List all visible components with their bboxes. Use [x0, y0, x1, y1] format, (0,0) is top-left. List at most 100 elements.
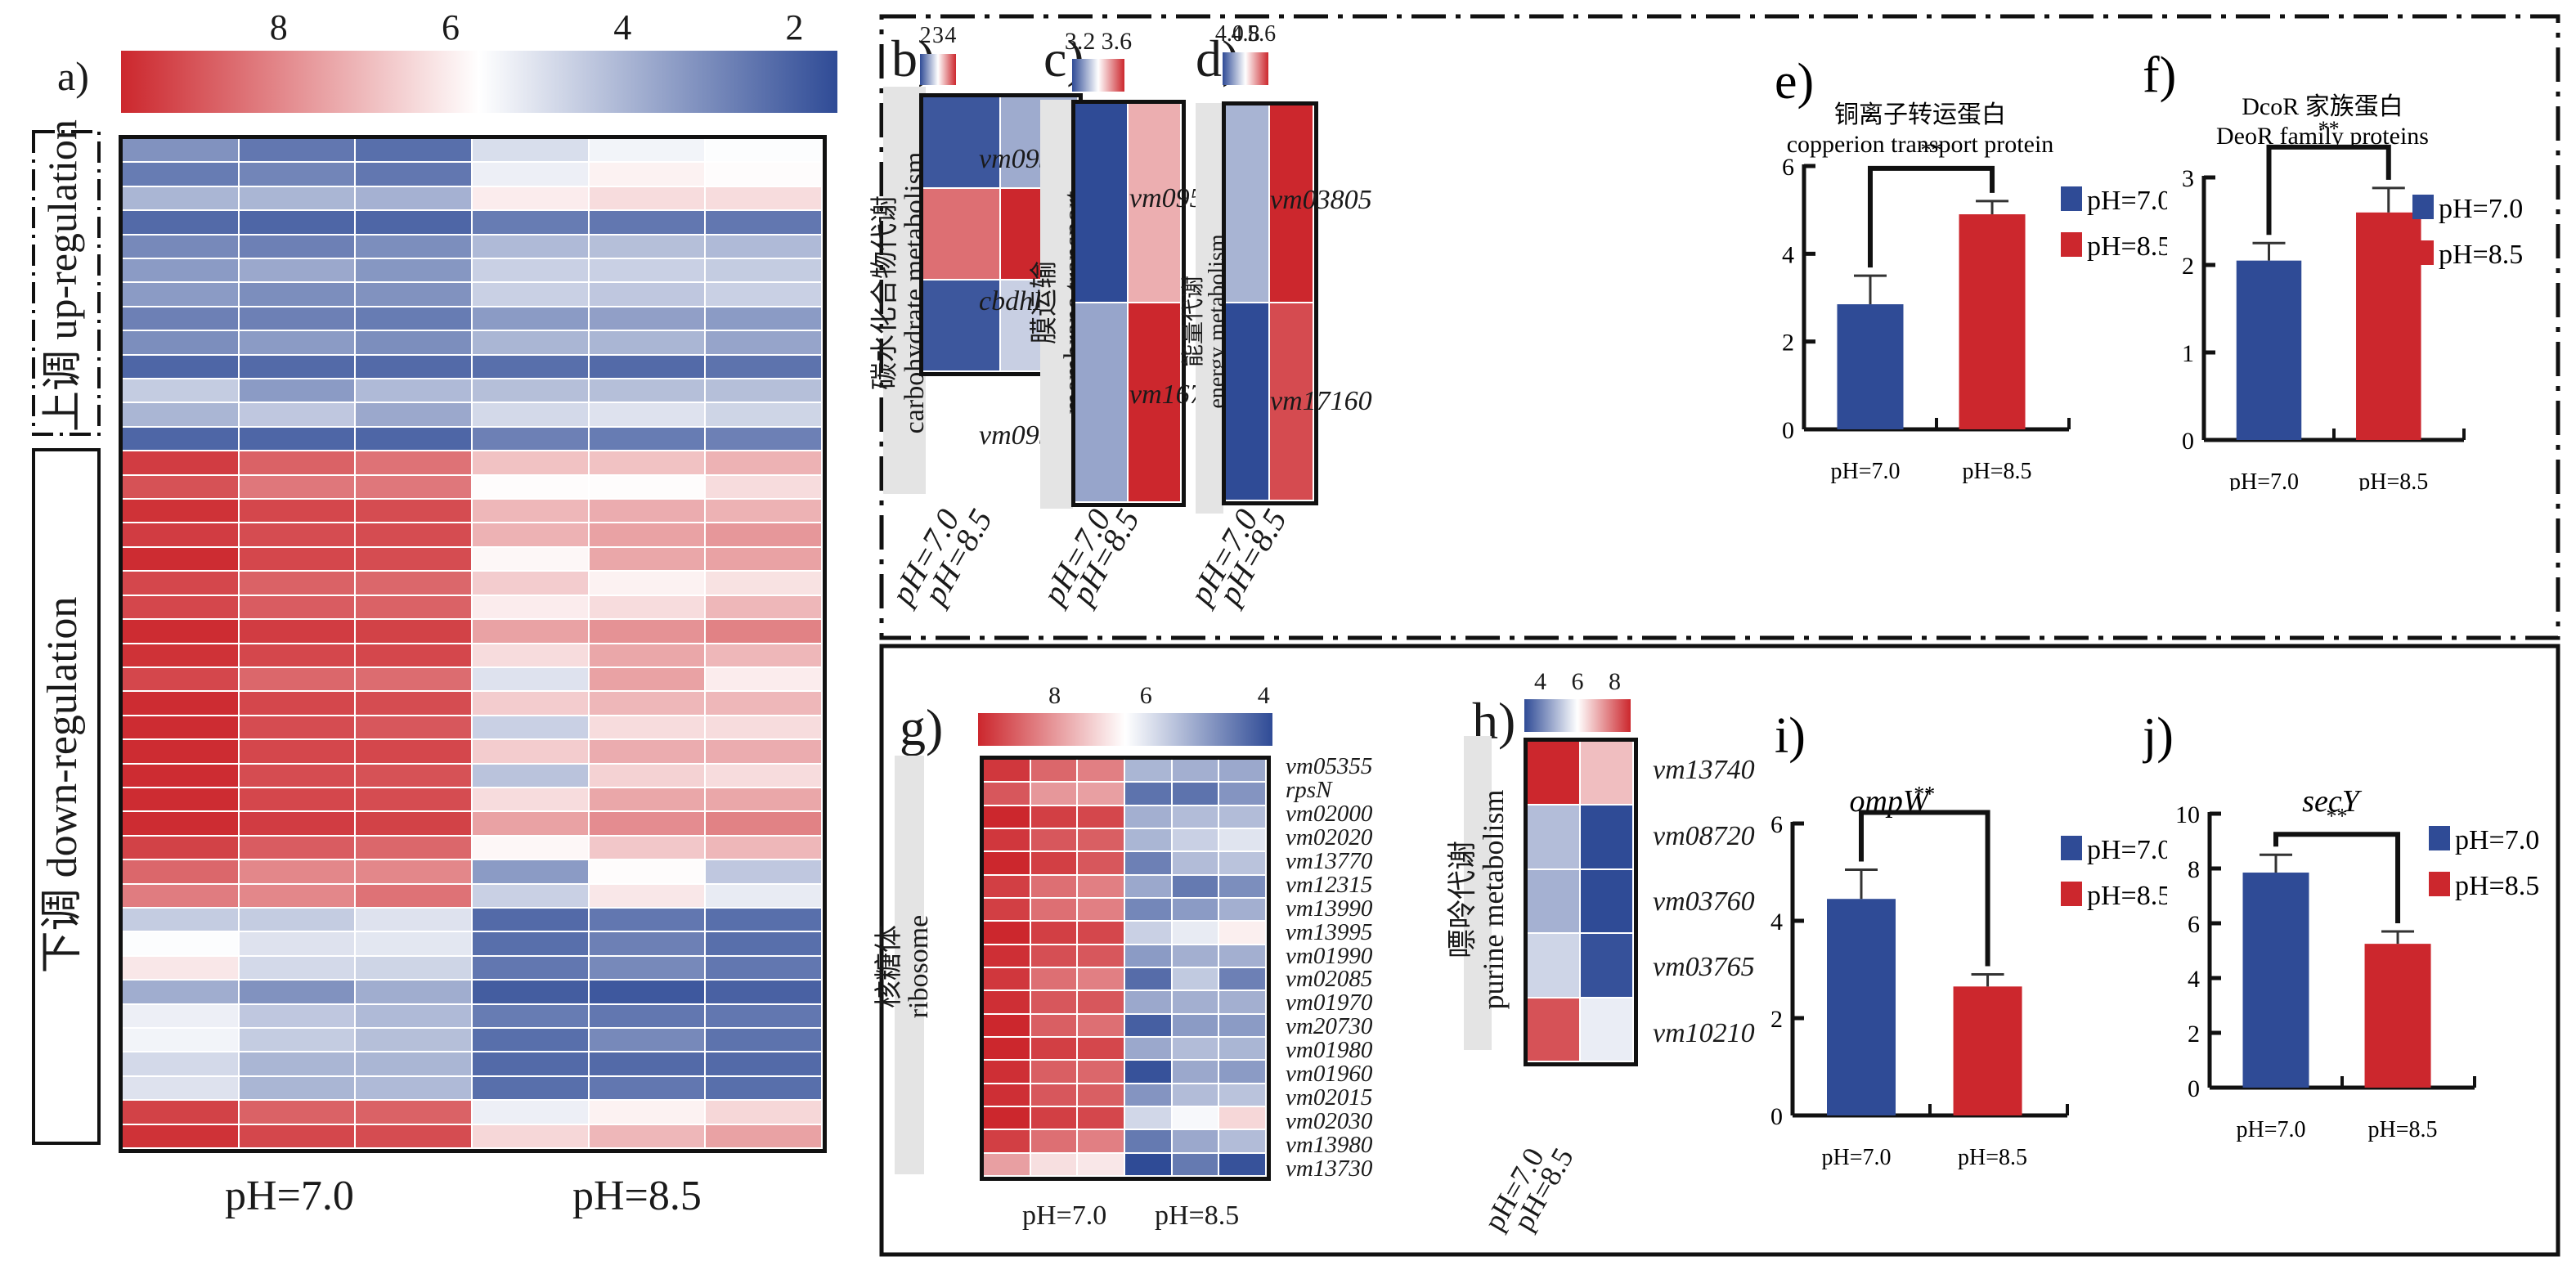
heatmap-cell [356, 716, 473, 741]
heatmap-cell [984, 1014, 1031, 1038]
heatmap-cell [239, 355, 357, 380]
heatmap-cell [1125, 922, 1173, 945]
heatmap-cell [589, 764, 707, 788]
heatmap-cell [706, 307, 823, 332]
panel-b-category-bar [883, 87, 926, 494]
gene-label: vm02020 [1286, 824, 1373, 851]
heatmap-cell [984, 1084, 1031, 1107]
heatmap-cell [473, 836, 590, 861]
y-tick-label: 0 [1770, 1103, 1783, 1130]
heatmap-cell [1172, 783, 1220, 806]
heatmap-cell [589, 932, 707, 957]
heatmap-cell [123, 1052, 240, 1077]
significance-label: ** [2327, 804, 2348, 828]
panel-g-category-bar [895, 756, 924, 1174]
heatmap-cell [589, 283, 707, 307]
panel-letter: i) [1775, 708, 1806, 764]
y-tick-label: 2 [1770, 1006, 1783, 1033]
heatmap-cell [239, 932, 357, 957]
significance-bracket [1868, 165, 1995, 268]
heatmap-cell [1172, 899, 1220, 922]
heatmap-cell [473, 307, 590, 332]
heatmap-cell [123, 667, 240, 693]
heatmap-cell [123, 932, 240, 957]
heatmap-cell [239, 981, 357, 1005]
significance-label: ** [1914, 783, 1935, 806]
heatmap-cell [473, 740, 590, 765]
heatmap-cell [589, 355, 707, 380]
heatmap-cell [123, 981, 240, 1005]
heatmap-cell [239, 403, 357, 428]
heatmap-cell [589, 1052, 707, 1077]
heatmap-cell [1125, 760, 1173, 783]
heatmap-cell [1172, 829, 1220, 853]
heatmap-cell [356, 692, 473, 716]
heatmap-cell [123, 620, 240, 644]
panel-h-category-label: 嘌呤代谢 purine metabolism [1446, 789, 1510, 1010]
gene-label: vm10210 [1653, 1017, 1755, 1048]
y-tick-label: 0 [1782, 417, 1794, 444]
heatmap-cell [473, 981, 590, 1005]
significance-bracket [1859, 810, 1990, 967]
heatmap-cell [984, 760, 1031, 783]
colorbar-tick-label: 6 [441, 7, 460, 47]
heatmap-cell [239, 836, 357, 861]
heatmap-cell [589, 547, 707, 572]
heatmap-cell [123, 500, 240, 524]
heatmap-cell [1581, 806, 1634, 870]
heatmap-cell [239, 451, 357, 476]
chart-title: copperion transport protein [1787, 131, 2054, 158]
panel-g-xlabel-ph70: pH=7.0 [1022, 1200, 1107, 1231]
heatmap-cell [706, 1004, 823, 1029]
y-tick-label: 6 [1770, 811, 1783, 838]
y-tick-label: 10 [2175, 801, 2200, 828]
heatmap-cell [1078, 852, 1125, 876]
gene-label: vm17160 [1270, 386, 1372, 416]
heatmap-cell [1219, 829, 1267, 853]
heatmap-cell [356, 547, 473, 572]
x-tick-label: pH=7.0 [2236, 1117, 2305, 1142]
gene-label: rpsN [1286, 777, 1332, 804]
heatmap-cell [239, 644, 357, 668]
heatmap-cell [1125, 1153, 1173, 1177]
heatmap-cell [1030, 1014, 1079, 1038]
heatmap-cell [239, 283, 357, 307]
heatmap-cell [1030, 875, 1079, 899]
heatmap-cell [356, 740, 473, 765]
heatmap-cell [1581, 998, 1634, 1062]
heatmap-cell [589, 572, 707, 596]
heatmap-cell [239, 523, 357, 548]
heatmap-cell [473, 1004, 590, 1029]
heatmap-cell [1078, 922, 1125, 945]
legend-label: pH=8.5 [2439, 240, 2523, 270]
heatmap-cell [1581, 742, 1634, 806]
bar-pH70 [2236, 260, 2302, 440]
heatmap-cell [984, 922, 1031, 945]
y-tick-label: 2 [1782, 330, 1794, 357]
panel-letter: f) [2143, 47, 2176, 103]
heatmap-cell [1528, 869, 1581, 935]
heatmap-cell [589, 981, 707, 1005]
heatmap-cell [473, 1028, 590, 1053]
panel-a-colorbar [121, 51, 837, 113]
heatmap-cell [473, 523, 590, 548]
heatmap-cell [1078, 829, 1125, 853]
heatmap-cell [984, 1130, 1031, 1154]
heatmap-cell [589, 259, 707, 284]
heatmap-cell [356, 1101, 473, 1125]
gene-label: vm13770 [1286, 848, 1373, 874]
heatmap-cell [473, 644, 590, 668]
heatmap-cell [589, 235, 707, 260]
panel-g-xlabel-ph85: pH=8.5 [1155, 1200, 1240, 1231]
legend-swatch [2412, 240, 2434, 265]
heatmap-cell [1078, 1153, 1125, 1177]
heatmap-cell [356, 451, 473, 476]
heatmap-cell [239, 139, 357, 164]
heatmap-cell [1129, 303, 1182, 503]
panel-a-xlabel-ph70: pH=7.0 [225, 1173, 354, 1219]
y-tick-label: 1 [2182, 340, 2194, 367]
heatmap-cell [356, 667, 473, 693]
gene-label: vm02015 [1286, 1084, 1373, 1111]
